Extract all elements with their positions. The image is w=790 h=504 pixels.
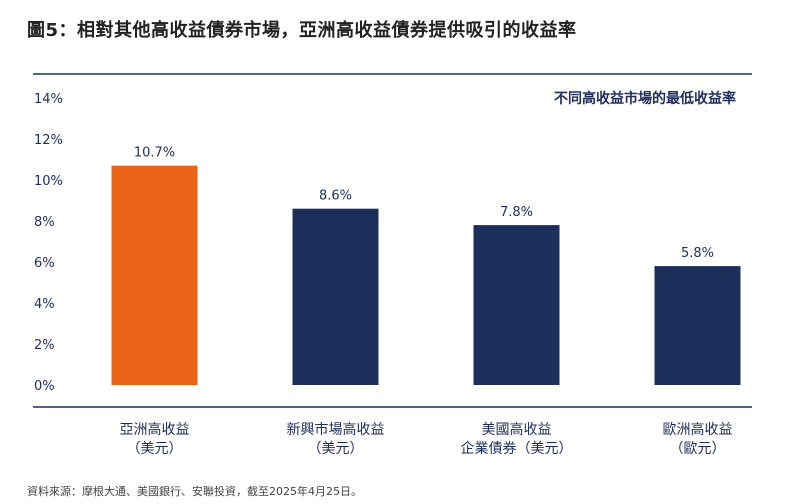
x-tick-label: 歐洲高收益 xyxy=(663,421,733,438)
y-axis: 0% 2% 4% 6% 8% 10% 12% 14% xyxy=(34,92,63,394)
data-label: 7.8% xyxy=(500,205,533,220)
y-tick-label: 6% xyxy=(34,256,55,271)
y-tick-label: 4% xyxy=(34,297,55,312)
x-tick-label: （美元） xyxy=(308,441,364,457)
data-labels: 10.7% 8.6% 7.8% 5.8% xyxy=(134,146,714,261)
series-title: 不同高收益市場的最低收益率 xyxy=(554,90,736,107)
y-tick-label: 14% xyxy=(34,92,63,107)
bar xyxy=(654,266,741,385)
y-tick-label: 8% xyxy=(34,215,55,230)
y-tick-label: 2% xyxy=(34,338,55,353)
bar xyxy=(111,165,198,385)
bars xyxy=(111,165,741,385)
bar xyxy=(473,225,560,385)
x-tick-label: （歐元） xyxy=(670,441,726,457)
x-tick-label: （美元） xyxy=(127,441,183,457)
x-tick-label: 亞洲高收益 xyxy=(120,421,190,438)
x-tick-label: 企業債券（美元） xyxy=(461,440,573,457)
data-label: 8.6% xyxy=(319,189,352,204)
y-tick-label: 12% xyxy=(34,133,63,148)
source-note: 資料來源：摩根大通、美國銀行、安聯投資，截至2025年4月25日。 xyxy=(27,485,362,498)
x-tick-label: 新興市場高收益 xyxy=(287,421,385,438)
data-label: 5.8% xyxy=(681,246,714,261)
x-tick-label: 美國高收益 xyxy=(482,421,552,438)
y-tick-label: 0% xyxy=(34,379,55,394)
data-label: 10.7% xyxy=(134,146,175,161)
bar xyxy=(292,208,379,385)
chart-title: 圖5：相對其他高收益債券市場，亞洲高收益債券提供吸引的收益率 xyxy=(27,20,577,41)
y-tick-label: 10% xyxy=(34,174,63,189)
